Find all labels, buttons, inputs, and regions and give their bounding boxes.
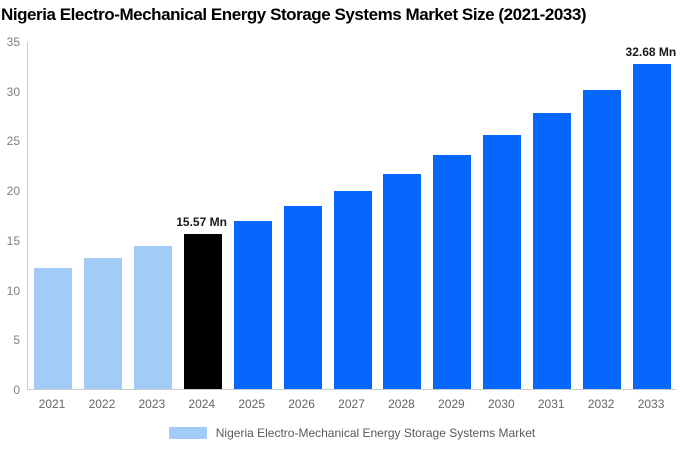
- legend: Nigeria Electro-Mechanical Energy Storag…: [27, 426, 677, 440]
- bar-2027: [333, 190, 372, 389]
- bar-2032: [583, 89, 622, 389]
- x-tick-label: 2031: [537, 397, 565, 411]
- bar-value-label: 32.68 Mn: [625, 45, 677, 60]
- y-tick-label: 30: [6, 84, 20, 99]
- y-tick-label: 10: [6, 283, 20, 298]
- y-tick-label: 15: [6, 233, 20, 248]
- bar-2033: [633, 64, 672, 389]
- x-tick-label: 2023: [138, 397, 166, 411]
- x-tick-label: 2028: [388, 397, 415, 411]
- bar-2021: [33, 268, 72, 389]
- x-tick-label: 2033: [637, 397, 665, 411]
- x-tick-label: 2026: [288, 397, 315, 411]
- bar-value-label: 15.57 Mn: [176, 215, 227, 230]
- x-tick-label: 2021: [38, 397, 66, 411]
- bar-2025: [233, 220, 272, 389]
- legend-swatch-icon: [168, 427, 207, 439]
- bar-2028: [383, 173, 422, 389]
- bar-2030: [483, 135, 522, 389]
- legend-label: Nigeria Electro-Mechanical Energy Storag…: [215, 426, 536, 440]
- y-tick-label: 0: [13, 383, 20, 397]
- x-tick-label: 2022: [88, 397, 116, 411]
- chart-title: Nigeria Electro-Mechanical Energy Storag…: [1, 5, 587, 24]
- bar-2026: [283, 206, 322, 389]
- x-tick-label: 2029: [438, 397, 465, 411]
- y-tick-label: 35: [6, 35, 20, 49]
- x-tick-label: 2032: [587, 397, 615, 411]
- x-tick-label: 2030: [487, 397, 515, 411]
- x-tick-label: 2025: [238, 397, 266, 411]
- y-tick-label: 20: [6, 184, 20, 199]
- bar-2022: [83, 257, 122, 389]
- plot-area: [27, 42, 676, 390]
- x-tick-label: 2024: [188, 397, 216, 411]
- y-tick-label: 5: [13, 333, 20, 348]
- bar-2031: [533, 113, 572, 389]
- bar-2024: [183, 234, 222, 389]
- bar-2023: [133, 246, 172, 389]
- y-tick-label: 25: [6, 134, 20, 149]
- x-tick-label: 2027: [338, 397, 365, 411]
- bar-2029: [433, 155, 472, 389]
- legend-item[interactable]: Nigeria Electro-Mechanical Energy Storag…: [168, 426, 536, 440]
